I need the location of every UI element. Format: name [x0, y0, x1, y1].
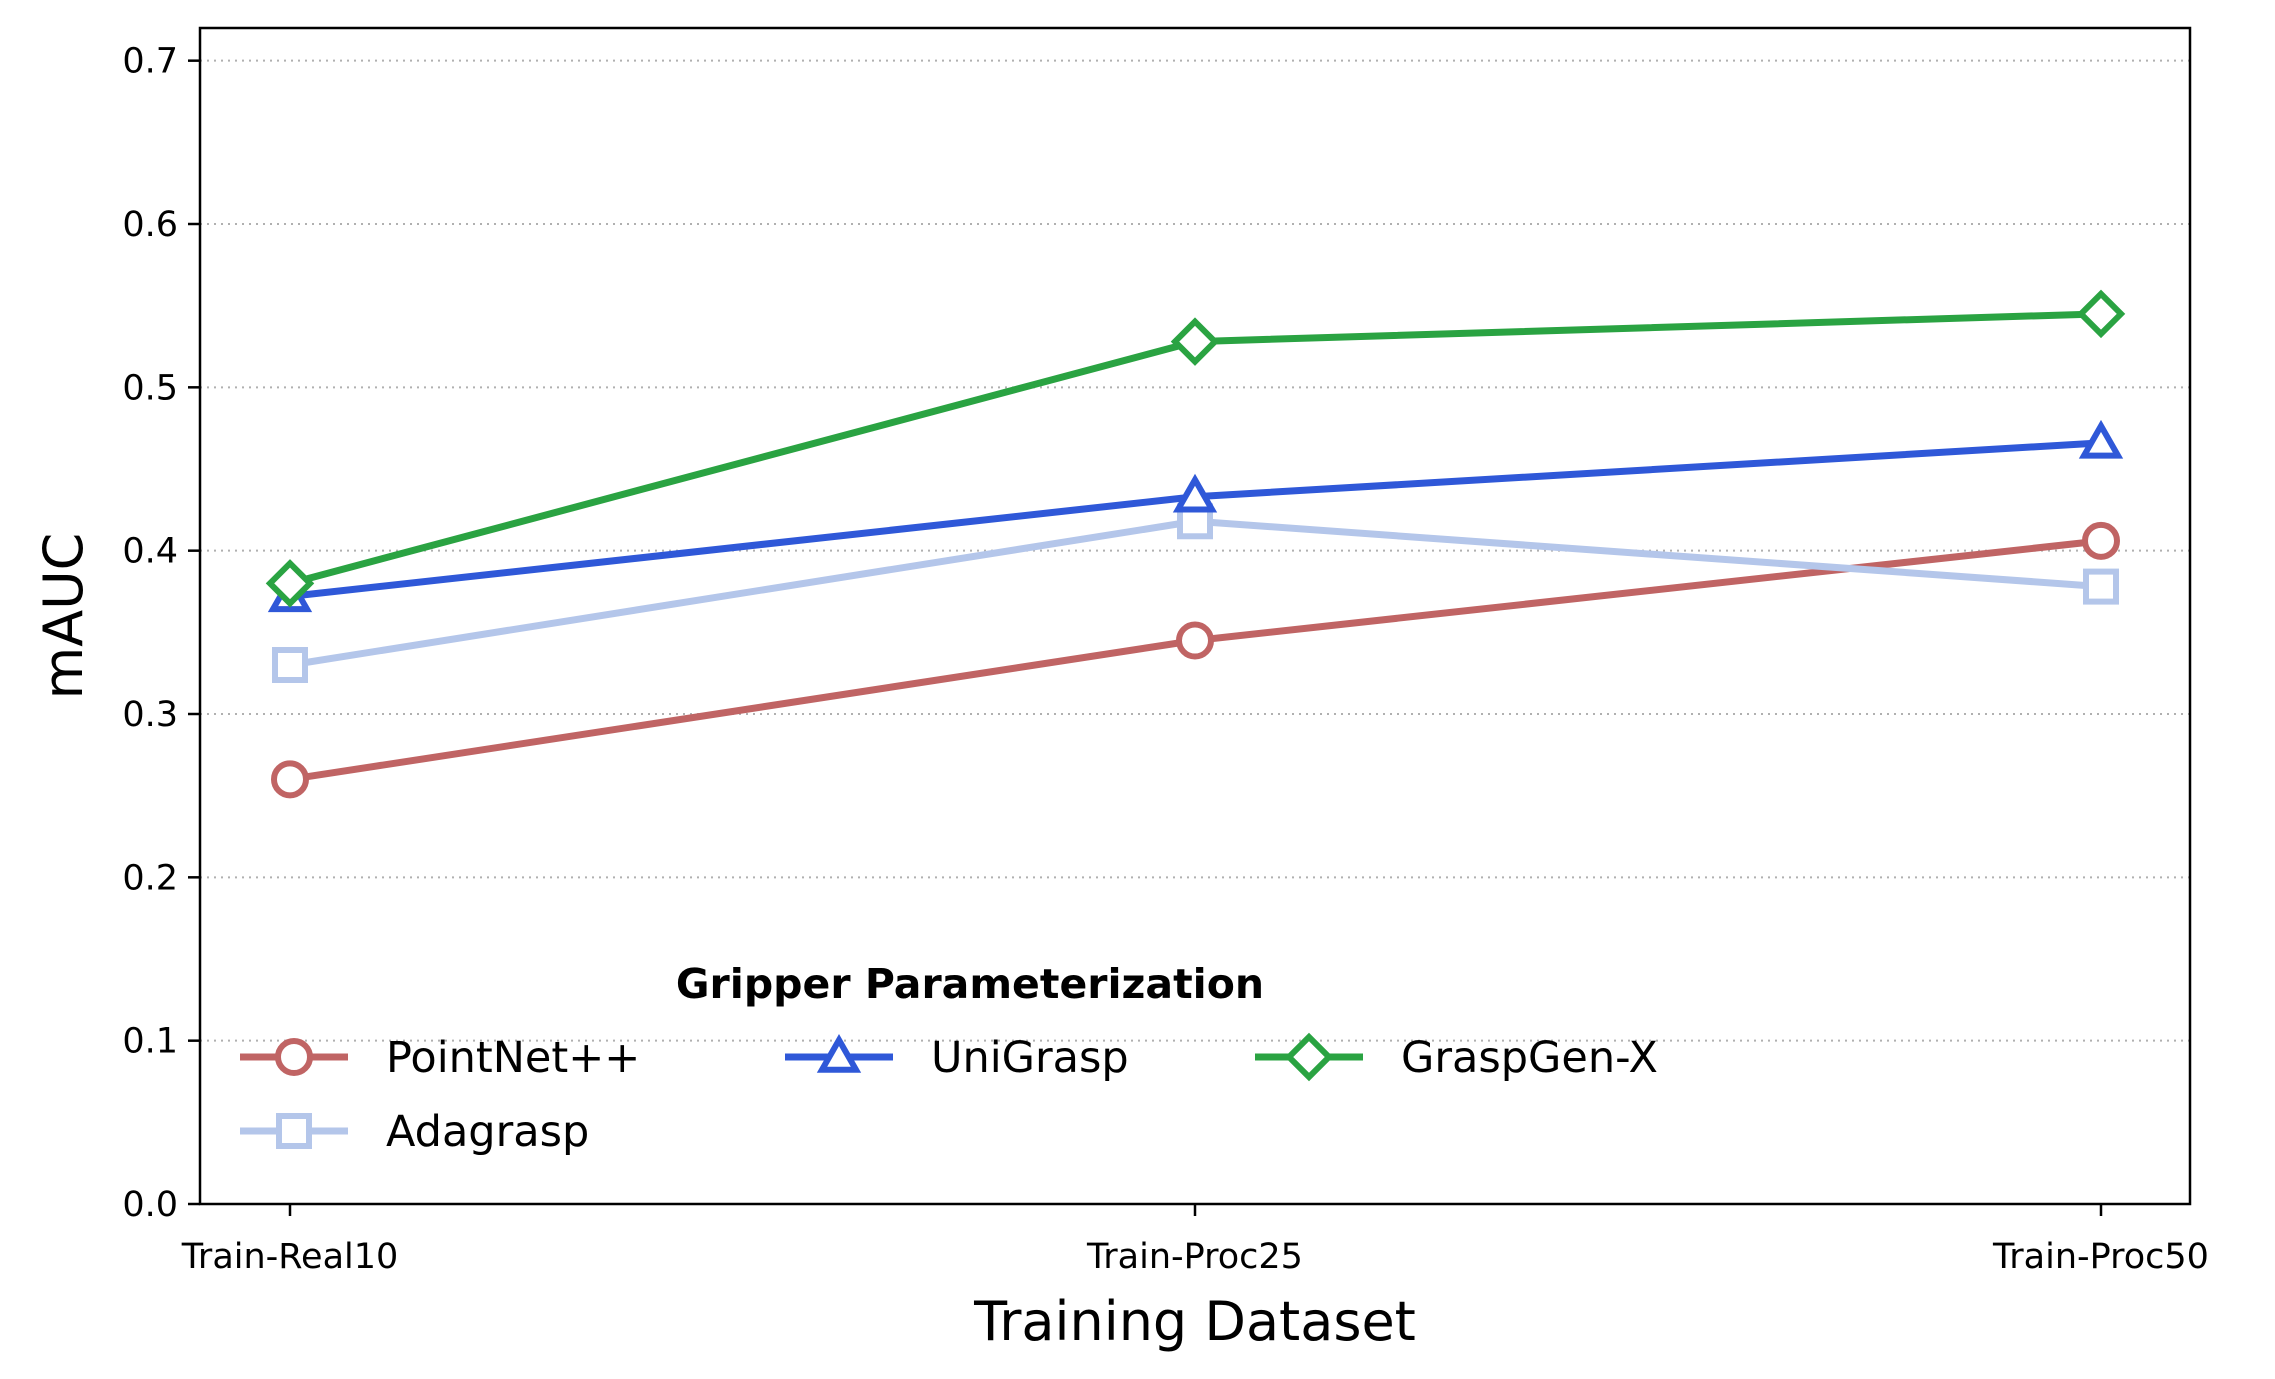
series-pointnet — [271, 521, 2120, 799]
legend-entry: Adagrasp — [240, 1107, 589, 1157]
data-point — [1176, 621, 1214, 660]
x-tick-label: Train-Proc25 — [1086, 1237, 1303, 1277]
data-point — [265, 559, 315, 608]
y-axis-ticks: 0.0 0.1 0.2 0.3 0.4 0.5 0.6 0.7 — [122, 42, 200, 1225]
y-axis-label: mAUC — [32, 533, 95, 700]
legend-label: GraspGen-X — [1401, 1033, 1658, 1083]
x-tick-label: Train-Real10 — [181, 1237, 399, 1277]
data-point — [272, 647, 308, 683]
legend-label: Adagrasp — [386, 1107, 589, 1157]
legend-entry: GraspGen-X — [1255, 1032, 1658, 1083]
series-line — [286, 537, 2105, 783]
data-point — [1172, 473, 1218, 513]
legend-label: UniGrasp — [931, 1033, 1129, 1083]
data-point — [271, 760, 309, 799]
legend-label: PointNet++ — [386, 1033, 640, 1083]
legend-title: Gripper Parameterization — [676, 960, 1264, 1008]
legend-marker — [275, 1038, 313, 1076]
data-point — [2083, 568, 2119, 605]
y-tick-label: 0.5 — [122, 368, 178, 408]
y-tick-label: 0.1 — [122, 1022, 178, 1062]
series-graspgen-x — [265, 289, 2126, 608]
series-layer — [265, 289, 2126, 799]
data-point — [1170, 317, 1220, 366]
y-tick-label: 0.0 — [122, 1185, 178, 1225]
legend-entry: PointNet++ — [240, 1033, 640, 1083]
data-point — [2076, 289, 2126, 339]
legend-entry: UniGrasp — [785, 1033, 1129, 1083]
legend-marker — [276, 1113, 312, 1149]
y-tick-label: 0.7 — [122, 42, 178, 82]
gridlines — [200, 59, 2190, 1042]
legend-marker — [1284, 1032, 1334, 1082]
y-tick-label: 0.4 — [122, 532, 178, 572]
data-point — [2078, 419, 2124, 459]
y-tick-label: 0.6 — [122, 205, 178, 245]
y-tick-label: 0.3 — [122, 695, 178, 735]
legend: Gripper Parameterization PointNet++ UniGr… — [240, 960, 1658, 1157]
legend-marker — [816, 1033, 862, 1073]
plot-frame — [198, 26, 2192, 1206]
x-axis-ticks: Train-Real10 Train-Proc25 Train-Proc50 — [181, 1204, 2209, 1277]
y-tick-label: 0.2 — [122, 858, 178, 898]
x-tick-label: Train-Proc50 — [1992, 1237, 2209, 1277]
data-point — [2082, 521, 2120, 560]
x-axis-label: Training Dataset — [973, 1290, 1416, 1353]
